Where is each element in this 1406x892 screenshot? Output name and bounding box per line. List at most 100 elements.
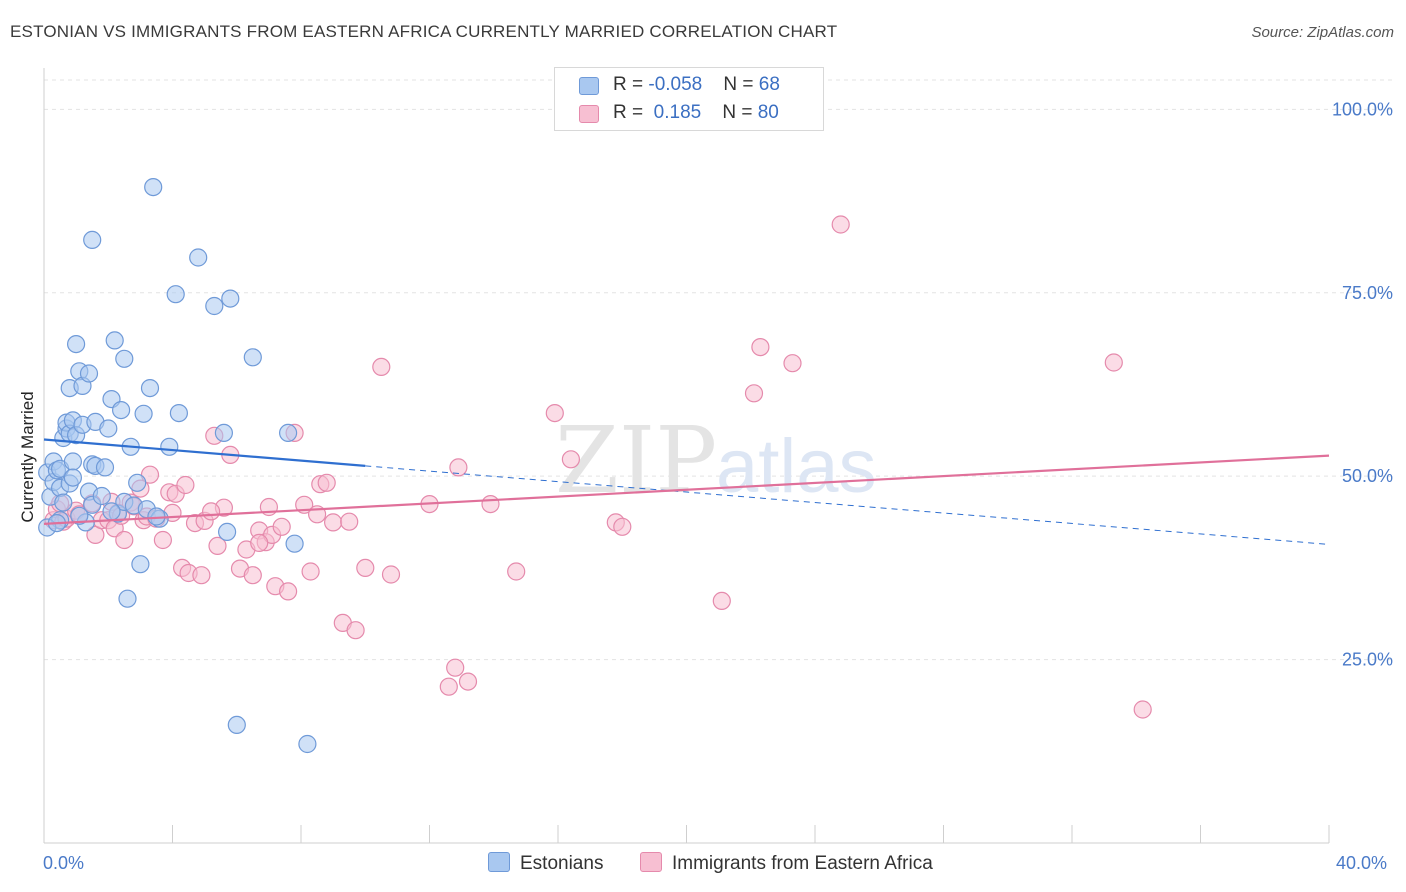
eastern-africa-point <box>446 658 465 677</box>
estonians-point <box>70 506 89 525</box>
eastern-africa-point <box>356 558 375 578</box>
eastern-africa-point <box>545 404 564 423</box>
estonians-point <box>105 331 124 350</box>
estonians-point <box>221 289 240 308</box>
y-tick-label: 100.0% <box>1332 99 1393 119</box>
estonians-point <box>214 423 233 442</box>
estonians-point <box>131 555 150 574</box>
y-axis-title: Currently Married <box>18 391 37 522</box>
estonians-point <box>63 452 83 471</box>
legend: R = -0.058 N = 68 R = 0.185 N = 80 <box>554 67 824 131</box>
eastern-africa-point <box>372 357 391 376</box>
estonians-point <box>92 486 111 506</box>
estonians-point <box>298 734 317 754</box>
estonians-point <box>102 502 121 521</box>
eastern-africa-point <box>751 338 770 357</box>
eastern-africa-point <box>317 473 336 492</box>
legend-r-value: -0.058 <box>648 74 703 95</box>
eastern-africa-point <box>744 384 764 403</box>
legend-r-label: R = <box>613 74 649 95</box>
estonians-point <box>189 248 208 267</box>
eastern-africa-point <box>272 517 291 536</box>
legend-r-value: 0.185 <box>648 102 702 123</box>
estonians-trend-extension <box>365 465 1330 545</box>
y-tick-label: 75.0% <box>1342 283 1393 303</box>
axes <box>43 68 1330 844</box>
source-label: Source: ZipAtlas.com <box>1251 24 1394 41</box>
eastern-africa-point <box>561 450 581 469</box>
estonians-point <box>95 458 115 477</box>
eastern-africa-point <box>712 591 731 611</box>
x-tick-label-max: 40.0% <box>1336 853 1388 873</box>
estonians-trend-line <box>43 438 366 467</box>
watermark-atlas: atlas <box>716 424 877 509</box>
estonians-point <box>166 285 185 304</box>
eastern-africa-point <box>140 465 160 484</box>
bottom-legend-swatch-estonians <box>488 852 510 872</box>
watermark: ZIP atlas <box>555 407 877 514</box>
eastern-africa-point <box>458 672 478 691</box>
eastern-africa-point <box>153 530 172 550</box>
x-tick-label-min: 0.0% <box>43 853 85 873</box>
estonians-point <box>63 468 83 487</box>
bottom-legend-eastern-africa: Immigrants from Eastern Africa <box>640 852 933 875</box>
estonians-point <box>79 364 99 383</box>
bottom-legend-label: Estonians <box>520 853 604 874</box>
legend-n-label: N = <box>722 102 758 123</box>
eastern-africa-point <box>340 512 359 531</box>
estonians-point <box>115 349 134 368</box>
eastern-africa-point <box>243 566 262 585</box>
estonians-point <box>54 493 73 512</box>
eastern-africa-point <box>176 475 195 495</box>
eastern-africa-point <box>1104 353 1123 372</box>
legend-n-value: 68 <box>758 74 780 95</box>
estonians-point <box>243 348 262 367</box>
eastern-africa-point <box>192 566 211 585</box>
estonians-point <box>285 534 304 553</box>
series-estonians-points <box>38 178 317 754</box>
estonians-point <box>144 178 163 197</box>
legend-n-label: N = <box>723 74 759 95</box>
estonians-point <box>205 296 224 316</box>
eastern-africa-point <box>250 533 269 553</box>
eastern-africa-point <box>439 677 458 696</box>
eastern-africa-point <box>783 354 802 373</box>
legend-n-value: 80 <box>757 102 779 123</box>
eastern-africa-point <box>613 517 632 536</box>
estonians-point <box>134 404 153 423</box>
y-tick-label: 50.0% <box>1342 466 1393 486</box>
eastern-africa-point <box>115 530 134 550</box>
eastern-africa-point <box>346 621 365 640</box>
y-tick-labels: 25.0% 50.0% 75.0% 100.0% <box>1332 99 1393 669</box>
bottom-legend-label: Immigrants from Eastern Africa <box>672 853 933 874</box>
eastern-africa-point <box>208 536 227 556</box>
estonians-point <box>160 437 179 456</box>
eastern-africa-point <box>481 495 500 514</box>
eastern-africa-point <box>1133 700 1152 719</box>
legend-swatch-eastern-africa <box>579 105 599 123</box>
eastern-africa-trend-line <box>43 454 1330 525</box>
eastern-africa-point <box>202 502 221 521</box>
estonians-point <box>169 404 188 423</box>
estonians-point <box>66 335 86 354</box>
eastern-africa-point <box>381 565 401 584</box>
eastern-africa-point <box>301 562 320 581</box>
estonians-point <box>99 419 118 438</box>
eastern-africa-point <box>831 215 850 234</box>
estonians-point <box>83 230 102 249</box>
estonians-point <box>218 522 237 542</box>
trend-lines <box>43 438 1330 545</box>
bottom-legend-estonians: Estonians <box>488 852 603 875</box>
chart-title: ESTONIAN VS IMMIGRANTS FROM EASTERN AFRI… <box>10 22 838 41</box>
estonians-point <box>227 715 246 735</box>
estonians-point <box>140 379 160 398</box>
estonians-point <box>279 423 298 442</box>
estonians-point <box>111 401 131 420</box>
eastern-africa-point <box>324 513 343 532</box>
eastern-africa-point <box>279 582 298 601</box>
eastern-africa-point <box>507 562 526 581</box>
estonians-point <box>118 589 137 608</box>
bottom-legend-swatch-eastern-africa <box>640 852 662 872</box>
legend-r-label: R = <box>613 102 649 123</box>
